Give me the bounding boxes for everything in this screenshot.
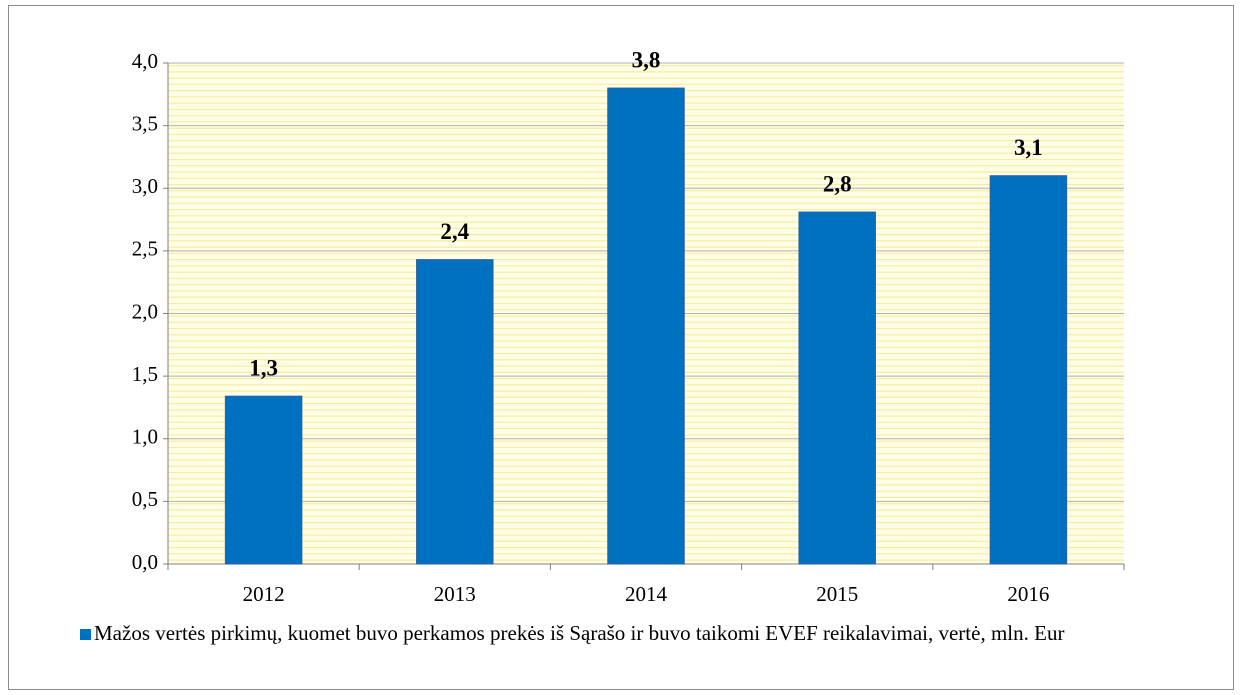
data-label: 1,3	[249, 355, 278, 380]
bar	[607, 87, 685, 565]
legend: Mažos vertės pirkimų, kuomet buvo perkam…	[80, 618, 1220, 648]
data-label: 3,1	[1014, 135, 1043, 160]
y-tick-label: 4,0	[132, 49, 158, 73]
x-tick-label: 2014	[625, 582, 668, 606]
data-label: 3,8	[632, 47, 661, 72]
y-tick-label: 3,0	[132, 174, 158, 198]
y-tick-label: 2,0	[132, 299, 158, 323]
legend-swatch	[80, 629, 91, 640]
y-tick-label: 2,5	[132, 237, 158, 261]
x-tick-label: 2015	[816, 582, 858, 606]
x-tick-label: 2016	[1007, 582, 1049, 606]
y-tick-label: 1,0	[132, 425, 158, 449]
data-label: 2,4	[440, 219, 469, 244]
x-tick-label: 2012	[243, 582, 285, 606]
x-tick-label: 2013	[434, 582, 476, 606]
bar	[416, 259, 494, 565]
bar	[798, 211, 876, 565]
bar	[224, 395, 303, 565]
y-tick-label: 0,0	[132, 550, 158, 574]
y-tick-label: 0,5	[132, 487, 158, 511]
data-label: 2,8	[823, 171, 852, 196]
y-tick-label: 3,5	[132, 111, 158, 135]
legend-label: Mažos vertės pirkimų, kuomet buvo perkam…	[94, 621, 1065, 645]
y-tick-label: 1,5	[132, 362, 158, 386]
bar	[989, 175, 1068, 565]
